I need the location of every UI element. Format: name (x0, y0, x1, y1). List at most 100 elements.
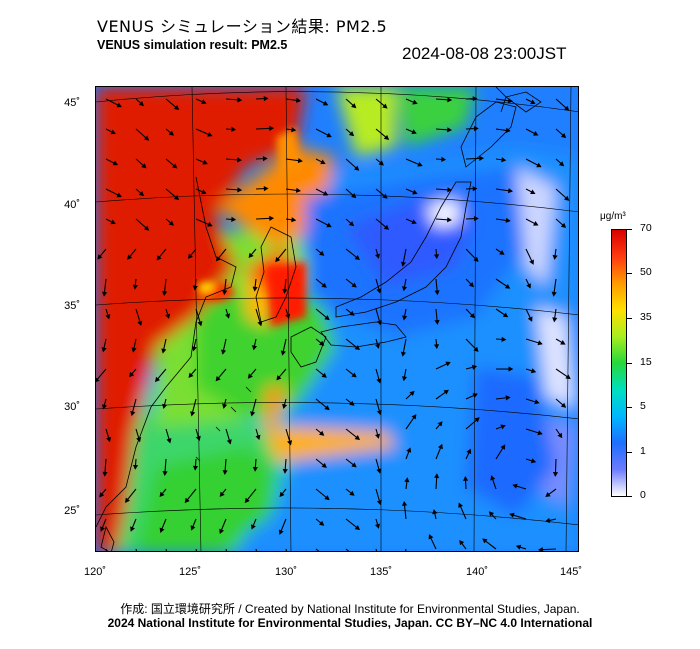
wind-arrow-head (375, 343, 381, 349)
lon-label-145: 145˚ (559, 566, 583, 578)
wind-arrow-head (504, 283, 511, 289)
wind-arrow-head (318, 520, 325, 526)
wind-arrow-head (124, 497, 130, 503)
colorbar-tick (627, 273, 632, 274)
wind-arrow-head (190, 411, 196, 417)
wind-arrow-head (321, 372, 327, 378)
wind-arrow-head (565, 374, 571, 380)
wind-arrow-head (441, 156, 447, 162)
wind-arrow-head (130, 410, 136, 417)
wind-arrow-head (225, 313, 231, 319)
wind-arrow-head (376, 468, 382, 474)
wind-arrow-head (321, 282, 327, 288)
wind-arrow-head (374, 523, 381, 529)
wind-arrow-head (530, 189, 536, 195)
wind-arrow-head (192, 285, 198, 291)
wind-arrow-head (412, 99, 418, 105)
wind-arrow-head (159, 491, 165, 498)
wind-arrow-head (231, 216, 237, 223)
wind-arrow-head (472, 186, 478, 192)
pm25-map (95, 86, 579, 552)
wind-arrow-head (247, 373, 253, 379)
lat-label-25: 25˚ (64, 505, 80, 517)
wind-arrow-head (411, 414, 417, 420)
wind-arrow-head (354, 525, 361, 531)
wind-arrow-head (482, 538, 488, 544)
wind-arrow-head (505, 395, 511, 401)
wind-arrow-head (269, 125, 275, 131)
wind-arrow-head (409, 390, 415, 397)
wind-arrow-head (165, 313, 171, 319)
wind-arrow-head (285, 313, 291, 319)
wind-arrow-head (278, 529, 284, 535)
wind-arrow-head (110, 219, 116, 225)
wind-vectors (96, 96, 571, 551)
wind-arrow-shaft (135, 548, 138, 551)
wind-arrow-head (433, 254, 440, 260)
wind-arrow-head (248, 252, 254, 259)
wind-arrow-head (500, 424, 506, 430)
wind-arrow-head (279, 491, 285, 498)
wind-arrow-head (219, 528, 225, 535)
wind-arrow-head (130, 526, 135, 532)
wind-arrow-head (207, 131, 213, 137)
wind-arrow-head (231, 126, 237, 133)
wind-arrow-head (237, 187, 243, 193)
wind-arrow-head (526, 283, 531, 289)
wind-arrow-shaft (405, 548, 407, 551)
wind-arrow-head (434, 319, 440, 325)
wind-arrow-head (162, 471, 168, 477)
wind-arrow-head (434, 473, 440, 479)
wind-arrow-head (127, 254, 133, 260)
timestamp: 2024-08-08 23:00JST (402, 44, 567, 63)
wind-arrow-head (353, 165, 360, 171)
wind-arrow-head (406, 447, 412, 453)
wind-arrow-shaft (315, 548, 320, 551)
wind-arrow-head (351, 193, 357, 199)
wind-arrow-head (404, 477, 410, 483)
wind-arrow-head (137, 320, 143, 326)
wind-arrow-head (237, 97, 243, 103)
wind-arrow-head (132, 284, 138, 290)
wind-arrow-head (530, 458, 537, 464)
wind-arrow-head (354, 345, 360, 351)
wind-arrow-head (437, 421, 443, 427)
wind-arrow-head (143, 135, 150, 141)
colorbar-tick (627, 452, 632, 453)
wind-arrow-head (250, 411, 256, 417)
wind-arrow-head (354, 255, 360, 261)
wind-arrow-head (376, 288, 382, 294)
wind-arrow-head (322, 190, 329, 196)
colorbar-tick (627, 496, 632, 497)
wind-arrow-head (560, 339, 566, 345)
wind-arrow-head (376, 320, 382, 326)
wind-arrow-shaft (345, 548, 350, 551)
wind-arrow-head (428, 534, 434, 540)
wind-arrow-head (564, 195, 570, 201)
wind-arrow-head (472, 393, 478, 398)
wind-arrow-head (382, 193, 388, 199)
wind-arrow-head (479, 155, 485, 161)
wind-arrow-head (537, 430, 543, 436)
wind-arrow-head (138, 190, 145, 197)
map-canvas (96, 87, 578, 551)
wind-arrow-head (490, 475, 496, 481)
wind-arrow-head (351, 462, 357, 468)
wind-arrow-head (552, 472, 559, 477)
colorbar-label-35: 35 (640, 311, 652, 323)
wind-arrow-head (474, 417, 480, 423)
wind-arrow-head (376, 409, 382, 416)
lat-label-45: 45˚ (64, 97, 80, 109)
wind-arrow-head (129, 371, 135, 378)
wind-arrow-head (552, 317, 558, 323)
wind-arrow-head (529, 259, 534, 265)
wind-arrow-head (375, 253, 381, 259)
wind-arrow-head (197, 320, 203, 327)
wind-arrow-head (501, 336, 507, 342)
wind-arrow-head (322, 100, 329, 106)
wind-arrow-head (291, 127, 297, 133)
wind-arrow-head (530, 368, 537, 374)
wind-arrow-head (257, 320, 263, 327)
wind-arrow-head (473, 126, 479, 132)
wind-arrow-head (512, 483, 518, 489)
